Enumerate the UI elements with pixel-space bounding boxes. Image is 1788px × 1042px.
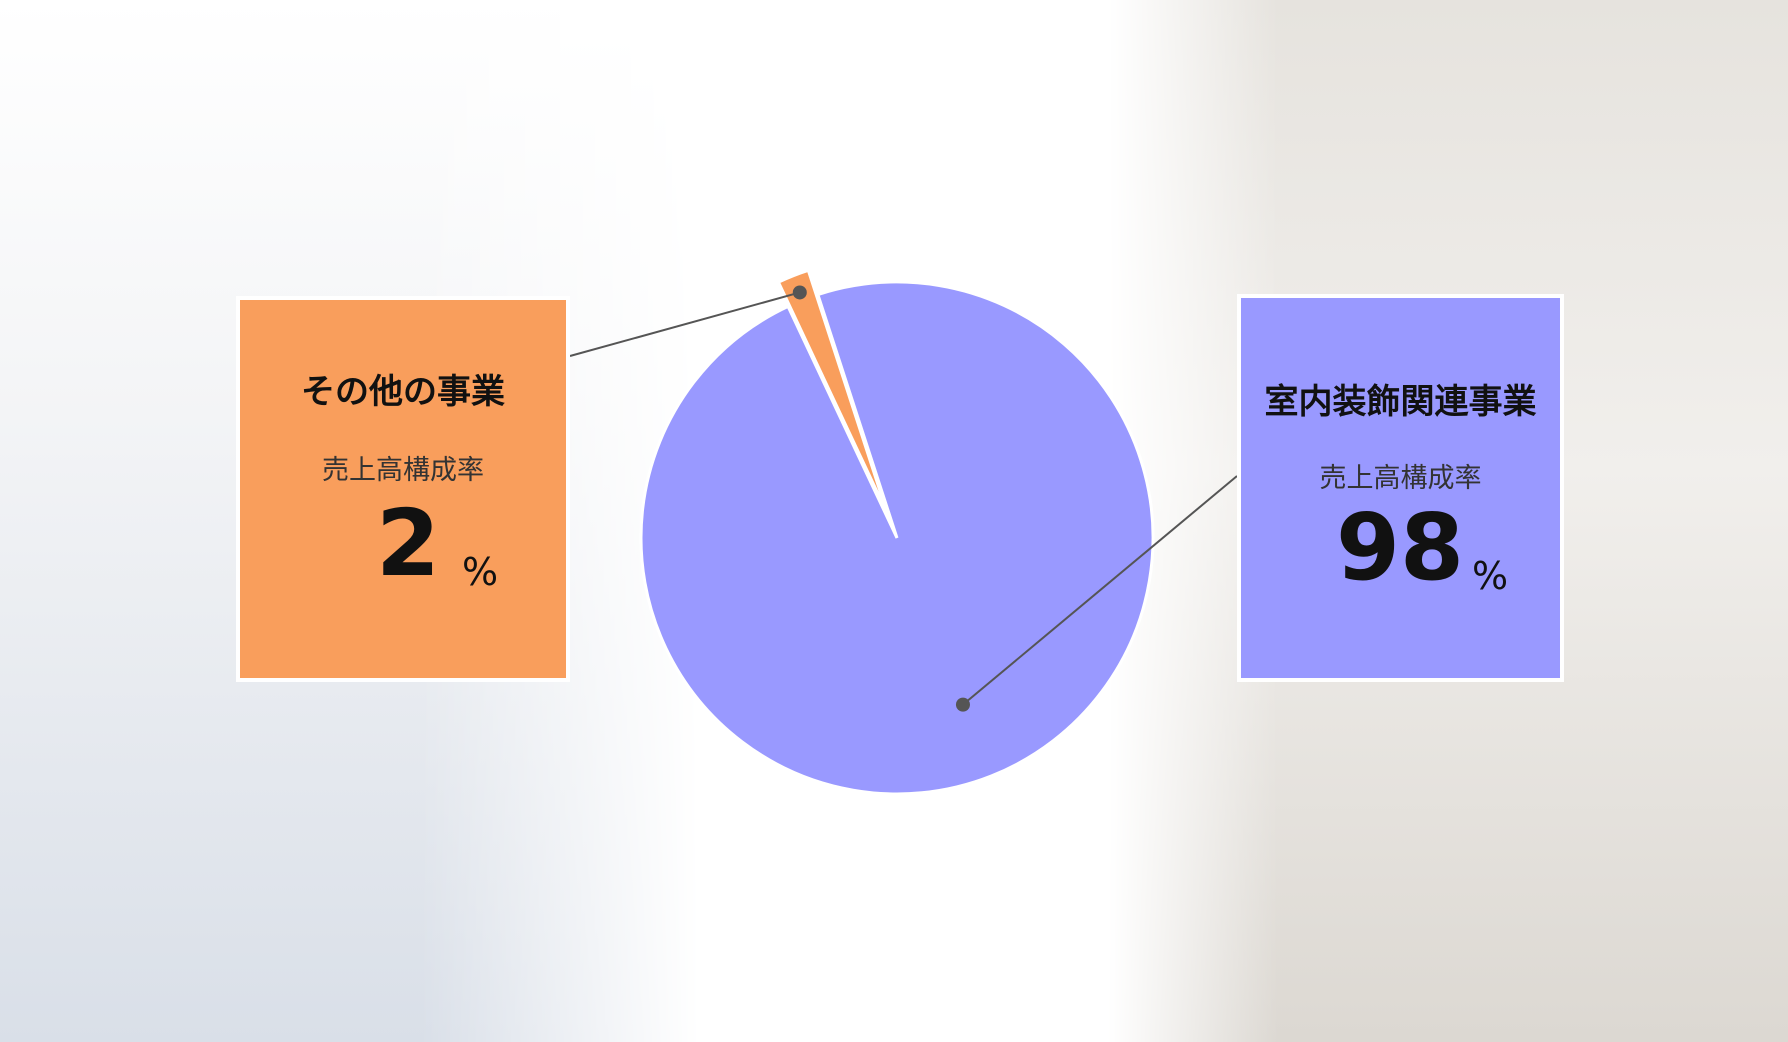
metric-label: 売上高構成率 (322, 455, 484, 486)
leader-line (569, 291, 801, 357)
unit-label: % (1472, 554, 1509, 598)
unit-label: % (462, 550, 499, 594)
pie-slice (639, 280, 1155, 796)
metric-label: 売上高構成率 (1319, 463, 1482, 494)
leader-dot (955, 697, 970, 712)
category-name: 室内装飾関連事業 (1264, 382, 1537, 422)
value-label: 98 (1336, 494, 1465, 601)
leader-line (962, 475, 1238, 706)
label-box: 室内装飾関連事業 売上高構成率 98 % (1237, 294, 1564, 682)
leader-dot (792, 285, 807, 300)
category-name: その他の事業 (301, 372, 505, 412)
value-label: 2 (376, 490, 441, 597)
label-box: その他の事業 売上高構成率 2 % (236, 296, 570, 682)
pie-slice (776, 268, 889, 515)
